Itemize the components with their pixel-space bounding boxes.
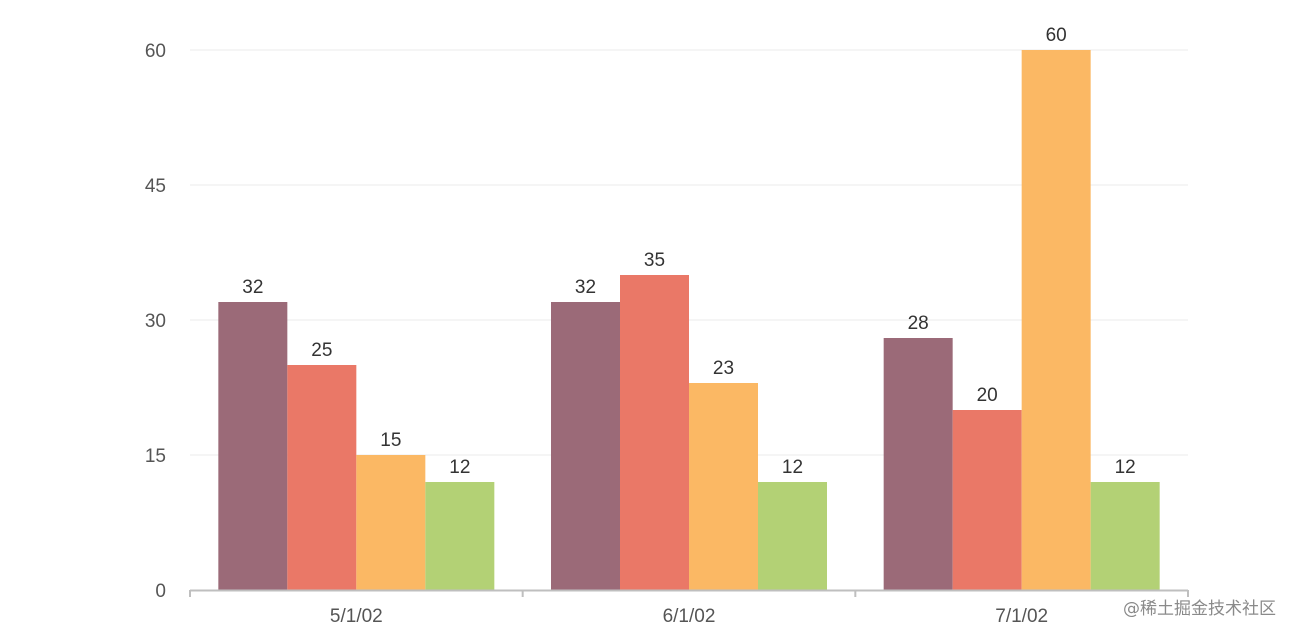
data-label: 12 (1115, 457, 1136, 478)
data-labels: 32 25 15 12 32 35 23 12 28 20 60 12 (242, 25, 1135, 478)
bar-5/1/02-series-3 (356, 455, 426, 590)
bar-7/1/02-series-3 (1021, 50, 1091, 590)
axes: 0 15 30 45 60 5/1/02 6/1/02 7/1/02 (145, 41, 1189, 627)
x-tick-label: 5/1/02 (330, 606, 383, 627)
y-tick-label: 0 (155, 581, 166, 602)
data-label: 60 (1046, 25, 1067, 46)
watermark: @稀土掘金技术社区 (1123, 599, 1276, 619)
y-tick-label: 30 (145, 311, 166, 332)
bar-7/1/02-series-2 (952, 410, 1022, 590)
data-label: 25 (311, 340, 332, 361)
data-label: 15 (380, 430, 401, 451)
data-label: 28 (908, 313, 929, 334)
data-label: 35 (644, 250, 665, 271)
data-label: 12 (449, 457, 470, 478)
y-tick-label: 15 (145, 446, 166, 467)
bar-5/1/02-series-2 (287, 365, 357, 590)
bar-6/1/02-series-1 (551, 302, 620, 590)
y-tick-label: 60 (145, 41, 166, 62)
data-label: 20 (977, 385, 998, 406)
bar-6/1/02-series-2 (620, 275, 689, 590)
bar-7/1/02-series-1 (883, 338, 953, 590)
data-label: 12 (782, 457, 803, 478)
data-label: 32 (575, 277, 596, 298)
y-tick-label: 45 (145, 176, 166, 197)
bar-6/1/02-series-3 (689, 383, 758, 590)
x-tick-label: 7/1/02 (995, 606, 1048, 627)
data-label: 23 (713, 358, 734, 379)
bar-5/1/02-series-4 (425, 482, 495, 590)
data-label: 32 (242, 277, 263, 298)
bars (218, 50, 1160, 590)
bar-7/1/02-series-4 (1090, 482, 1160, 590)
x-tick-label: 6/1/02 (663, 606, 716, 627)
bar-6/1/02-series-4 (758, 482, 827, 590)
bar-5/1/02-series-1 (218, 302, 288, 590)
